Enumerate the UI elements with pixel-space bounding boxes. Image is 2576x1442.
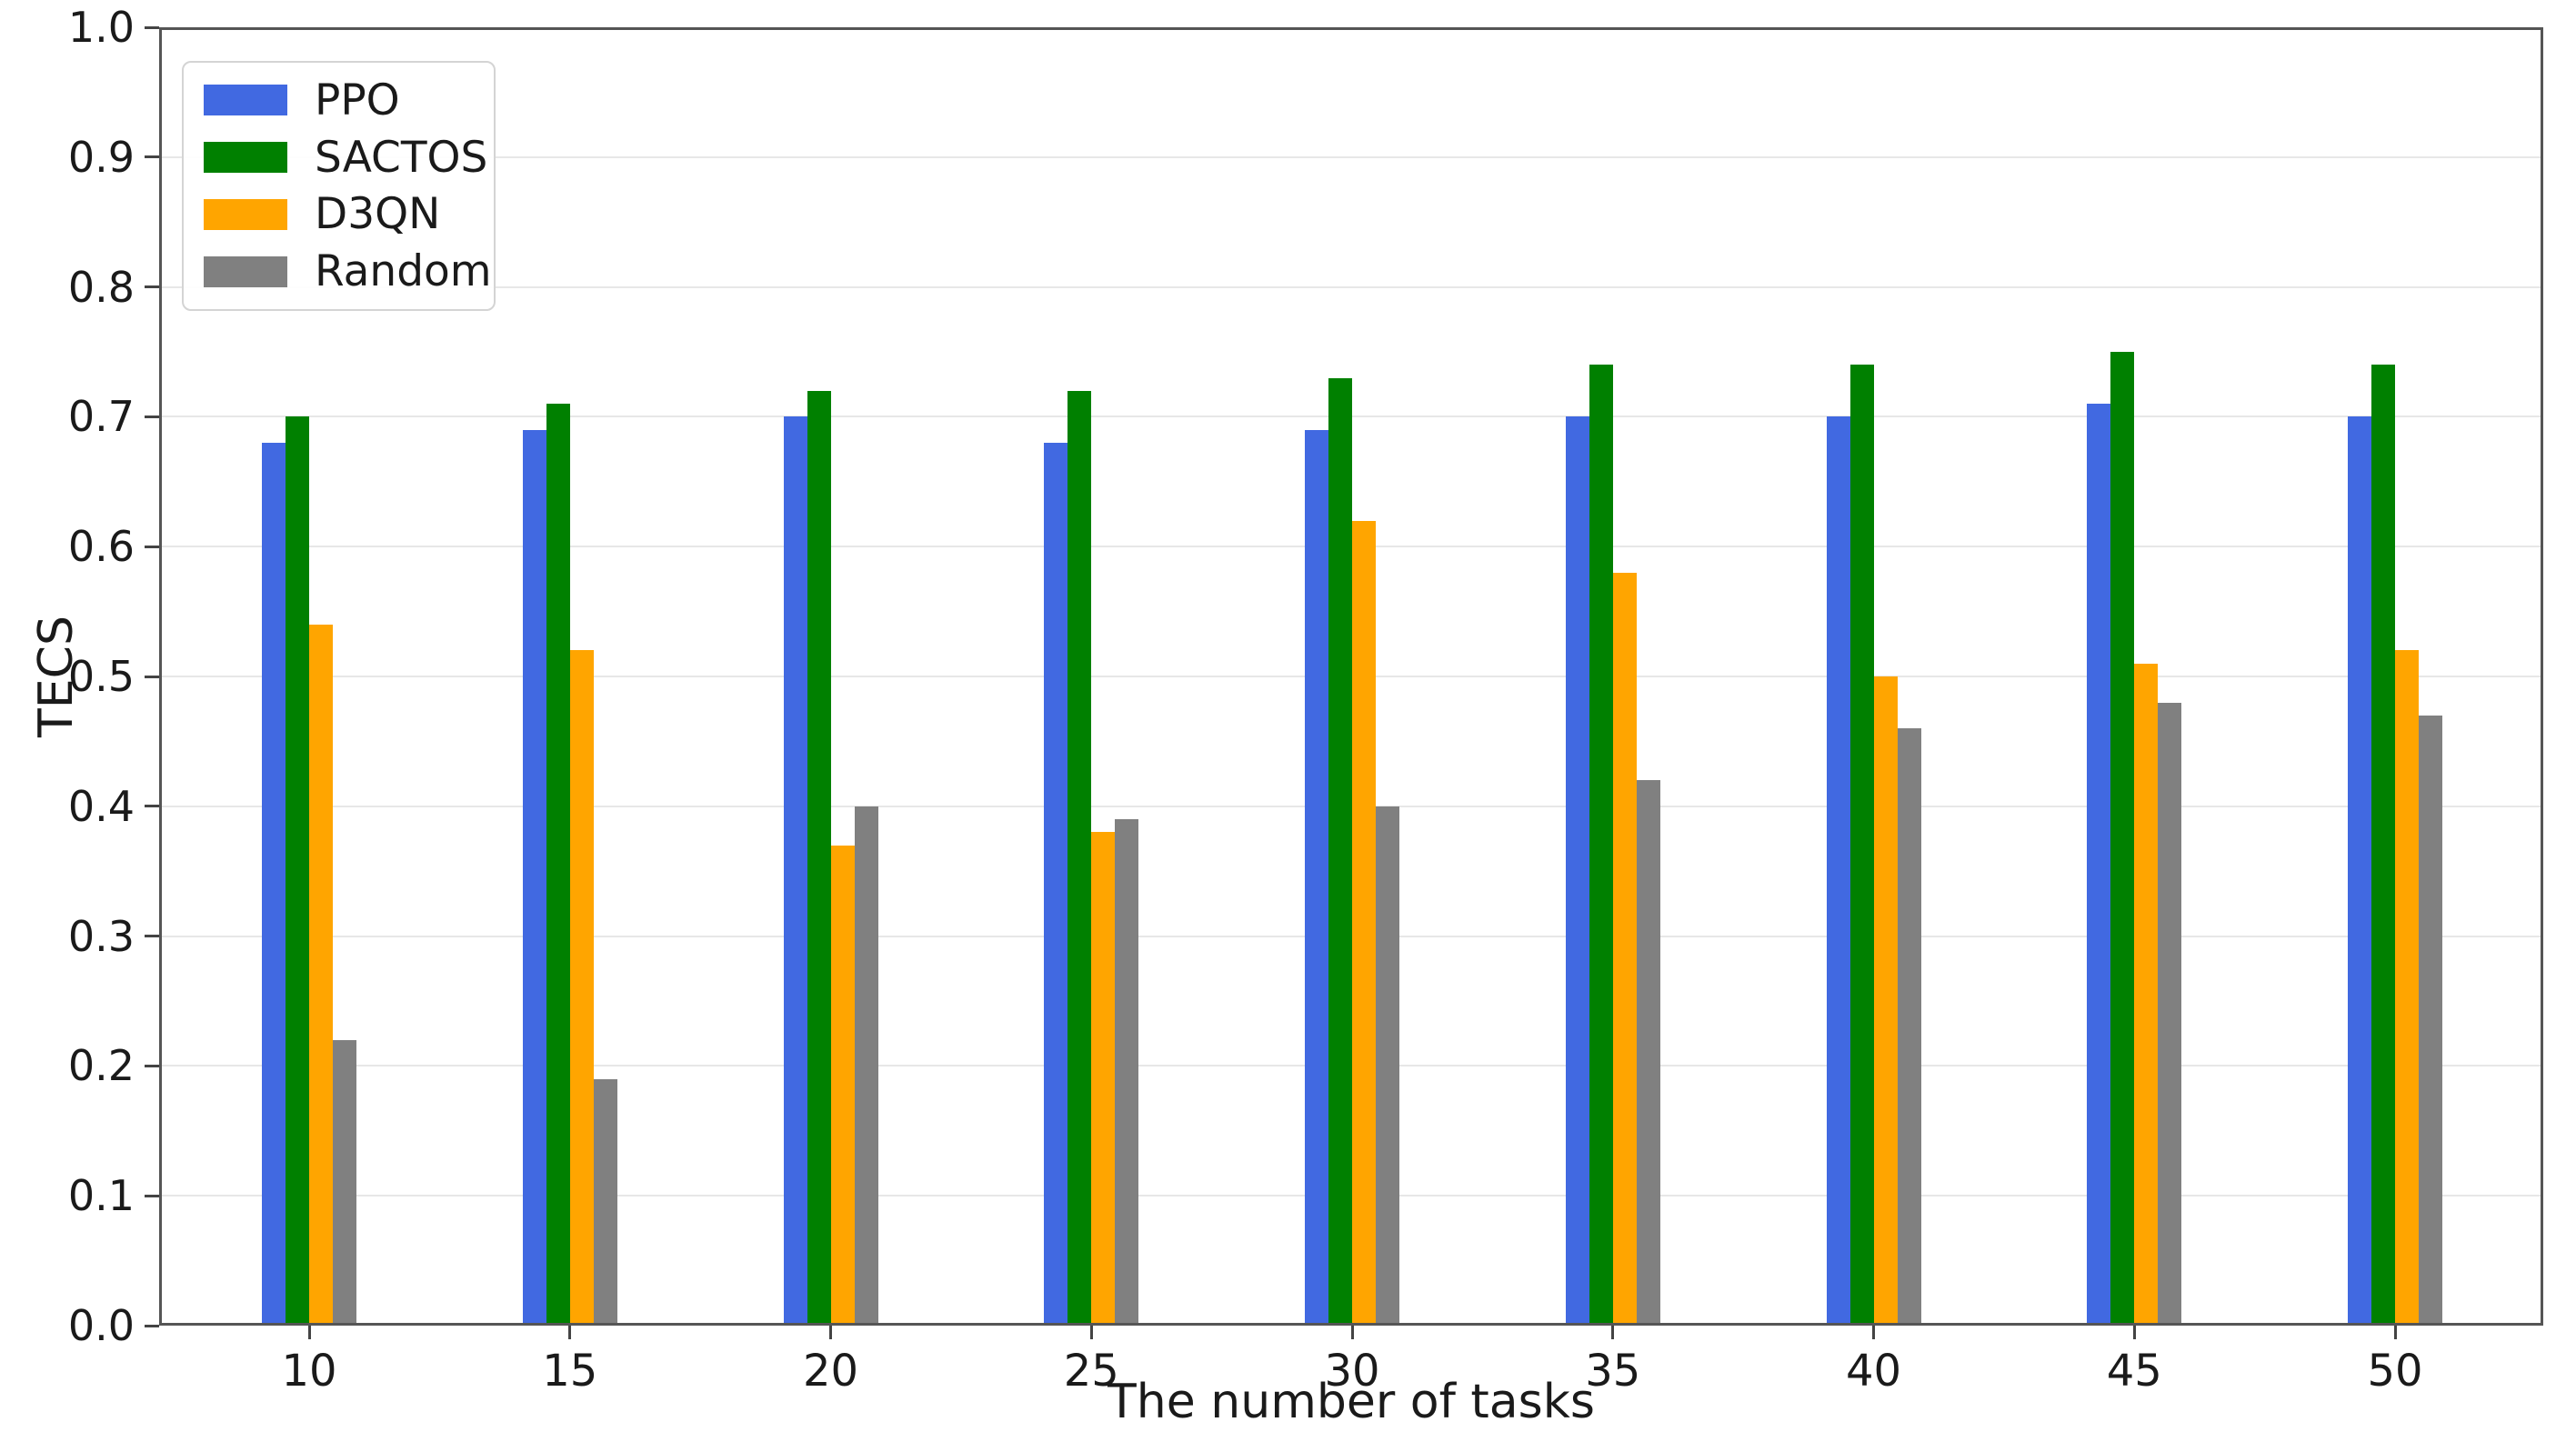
x-tick-label-45: 45 [2106, 1346, 2162, 1397]
bar-sactos-10 [286, 416, 309, 1326]
bar-sactos-50 [2371, 365, 2395, 1326]
y-tick-label-0.4: 0.4 [67, 781, 135, 831]
x-tick-mark-50 [2393, 1326, 2397, 1339]
x-tick-mark-30 [1350, 1326, 1354, 1339]
bar-sactos-20 [807, 391, 831, 1326]
bar-sactos-25 [1067, 391, 1091, 1326]
y-tick-label-0.9: 0.9 [67, 132, 135, 182]
legend-item-ppo: PPO [204, 79, 494, 122]
y-tick-mark-0.0 [145, 1324, 159, 1327]
legend-label-random: Random [315, 246, 492, 297]
bar-d3qn-15 [570, 650, 594, 1326]
x-tick-label-20: 20 [802, 1346, 859, 1397]
bar-random-30 [1376, 806, 1399, 1326]
bar-sactos-30 [1328, 378, 1352, 1326]
y-tick-label-0.3: 0.3 [67, 911, 135, 961]
x-tick-mark-15 [568, 1326, 572, 1339]
y-tick-mark-0.9 [145, 155, 159, 159]
x-axis-label: The number of tasks [1108, 1375, 1595, 1429]
legend-label-sactos: SACTOS [315, 132, 488, 183]
legend-swatch-random [204, 255, 287, 287]
y-tick-label-0.2: 0.2 [67, 1041, 135, 1091]
x-tick-label-50: 50 [2367, 1346, 2423, 1397]
y-tick-mark-0.5 [145, 675, 159, 678]
bar-ppo-45 [2087, 404, 2110, 1326]
y-tick-mark-1.0 [145, 25, 159, 29]
bar-ppo-30 [1305, 430, 1328, 1326]
bar-random-15 [594, 1079, 617, 1326]
x-tick-mark-40 [1872, 1326, 1875, 1339]
legend-item-random: Random [204, 250, 494, 293]
bar-random-50 [2419, 716, 2442, 1326]
bar-d3qn-30 [1352, 521, 1376, 1326]
bar-d3qn-25 [1091, 832, 1115, 1326]
x-tick-mark-20 [829, 1326, 832, 1339]
legend-label-ppo: PPO [315, 75, 400, 125]
x-tick-label-10: 10 [281, 1346, 337, 1397]
bar-random-45 [2158, 703, 2181, 1326]
y-tick-mark-0.2 [145, 1064, 159, 1067]
x-tick-mark-10 [307, 1326, 311, 1339]
bar-sactos-40 [1850, 365, 1874, 1326]
y-tick-mark-0.6 [145, 545, 159, 548]
x-tick-mark-35 [1611, 1326, 1615, 1339]
bar-ppo-20 [784, 416, 807, 1326]
plot-area [159, 27, 2543, 1326]
bar-ppo-10 [262, 443, 286, 1326]
bar-d3qn-20 [831, 846, 855, 1326]
x-tick-label-35: 35 [1585, 1346, 1641, 1397]
bar-sactos-45 [2110, 352, 2134, 1326]
legend-swatch-sactos [204, 142, 287, 174]
y-tick-label-0.8: 0.8 [67, 262, 135, 312]
gridline-y-0.8 [159, 285, 2543, 288]
y-axis-label: TECS [29, 616, 84, 737]
bar-d3qn-35 [1613, 573, 1637, 1326]
x-tick-label-15: 15 [542, 1346, 598, 1397]
y-tick-mark-0.1 [145, 1194, 159, 1197]
y-tick-mark-0.7 [145, 415, 159, 418]
x-tick-label-25: 25 [1063, 1346, 1119, 1397]
y-tick-mark-0.8 [145, 285, 159, 289]
bar-d3qn-50 [2395, 650, 2419, 1326]
bar-d3qn-10 [309, 625, 333, 1326]
x-tick-label-30: 30 [1324, 1346, 1380, 1397]
y-tick-mark-0.4 [145, 805, 159, 808]
bar-d3qn-45 [2134, 664, 2158, 1326]
y-tick-label-0.7: 0.7 [67, 392, 135, 442]
y-tick-label-0.0: 0.0 [67, 1301, 135, 1350]
x-tick-mark-25 [1089, 1326, 1093, 1339]
bar-ppo-25 [1044, 443, 1067, 1326]
x-tick-mark-45 [2132, 1326, 2136, 1339]
gridline-y-0.9 [159, 155, 2543, 158]
bar-ppo-40 [1827, 416, 1850, 1326]
y-tick-label-0.5: 0.5 [67, 652, 135, 701]
legend-swatch-d3qn [204, 198, 287, 230]
bar-sactos-15 [546, 404, 570, 1326]
bar-ppo-50 [2348, 416, 2371, 1326]
legend-item-sactos: SACTOS [204, 136, 494, 179]
y-tick-mark-0.3 [145, 935, 159, 938]
bar-random-10 [333, 1040, 356, 1326]
bar-sactos-35 [1589, 365, 1613, 1326]
bar-random-25 [1115, 819, 1138, 1326]
bar-ppo-35 [1566, 416, 1589, 1326]
x-tick-label-40: 40 [1845, 1346, 1902, 1397]
legend-item-d3qn: D3QN [204, 193, 494, 235]
legend-swatch-ppo [204, 85, 287, 116]
legend: PPO SACTOS D3QN Random [182, 61, 496, 311]
y-tick-label-0.1: 0.1 [67, 1171, 135, 1221]
y-tick-label-0.6: 0.6 [67, 522, 135, 572]
bar-random-35 [1637, 780, 1660, 1326]
bar-ppo-15 [523, 430, 546, 1326]
bar-d3qn-40 [1874, 676, 1898, 1326]
bar-random-20 [855, 806, 878, 1326]
legend-label-d3qn: D3QN [315, 189, 441, 240]
y-tick-label-1.0: 1.0 [67, 3, 135, 52]
bar-random-40 [1898, 728, 1921, 1326]
